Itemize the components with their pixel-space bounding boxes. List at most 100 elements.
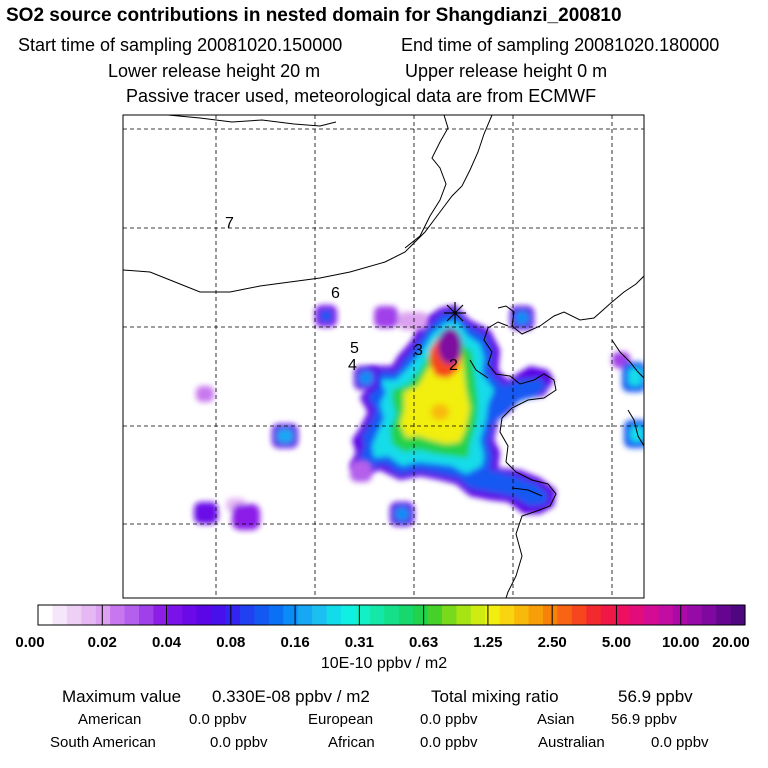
- colorbar-swatch: [81, 605, 97, 625]
- coast-korea-south: [627, 409, 644, 447]
- american-label: American: [78, 711, 142, 728]
- border-north: [123, 115, 493, 293]
- colorbar-unit-label: 10E-10 ppbv / m2: [321, 655, 447, 672]
- point-label-2: 2: [449, 357, 458, 374]
- colorbar-ticks: 0.00 0.02 0.04 0.08 0.16 0.31 0.63 1.25 2.50 5.00…: [15, 634, 749, 651]
- colorbar-swatch: [470, 605, 486, 625]
- map-background: [123, 115, 644, 598]
- max-value-label: Maximum value: [62, 687, 182, 706]
- african-value: 0.0 ppbv: [420, 734, 478, 751]
- colorbar-swatch: [124, 605, 140, 625]
- point-label-7: 7: [225, 215, 234, 232]
- border-mongolia: [404, 115, 449, 249]
- blob-west-2: [398, 312, 428, 330]
- colorbar-tick-label: 0.08: [216, 634, 245, 651]
- colorbar-swatch: [225, 605, 241, 625]
- colorbar-swatch: [240, 605, 256, 625]
- asian-label: Asian: [537, 711, 575, 728]
- blob-far-east-2-core: [628, 368, 642, 386]
- colorbar-swatch: [182, 605, 198, 625]
- point-labels: 7 6 5 4 3 2: [225, 215, 458, 374]
- river-yellow: [511, 487, 543, 497]
- colorbar-swatch: [167, 605, 183, 625]
- map-grid: [123, 115, 644, 598]
- colorbar-swatch: [355, 605, 371, 625]
- colorbar-swatch: [658, 605, 674, 625]
- african-label: African: [328, 734, 375, 751]
- colorbar-swatch: [644, 605, 660, 625]
- receptor-marker: [444, 302, 466, 324]
- colorbar-swatch: [398, 605, 414, 625]
- colorbar-swatch: [384, 605, 400, 625]
- colorbar-swatch: [413, 605, 429, 625]
- colorbar-frame: [37, 604, 746, 626]
- colorbar-swatch: [153, 605, 169, 625]
- upper-release-label: Upper release height 0 m: [405, 61, 608, 81]
- colorbar-swatch: [139, 605, 155, 625]
- south-american-value: 0.0 ppbv: [210, 734, 268, 751]
- south-american-label: South American: [50, 734, 156, 751]
- colorbar-swatch: [66, 605, 82, 625]
- colorbar-swatch: [268, 605, 284, 625]
- colorbar-swatch: [543, 605, 559, 625]
- point-label-4: 4: [348, 357, 357, 374]
- american-value: 0.0 ppbv: [189, 711, 247, 728]
- blob-far-west-2: [194, 502, 218, 524]
- blob-south-2-core: [395, 507, 409, 521]
- map-frame: [122, 114, 645, 599]
- isolated-blobs: [194, 305, 644, 530]
- colorbar-swatch: [283, 605, 299, 625]
- colorbar-tick-label: 0.16: [280, 634, 309, 651]
- coastlines: [123, 115, 644, 598]
- lower-release-label: Lower release height 20 m: [108, 61, 321, 81]
- plume-layer: [194, 305, 644, 530]
- colorbar-swatch: [95, 605, 111, 625]
- colorbar-tick-label: 0.31: [345, 634, 374, 651]
- colorbar: [37, 605, 746, 625]
- coast-liaodong: [497, 275, 644, 335]
- colorbar-tick-label: 10.00: [662, 634, 700, 651]
- blob-far-west-4: [232, 504, 260, 530]
- european-label: European: [308, 711, 374, 728]
- colorbar-tick-label: 5.00: [602, 634, 631, 651]
- colorbar-tick-label: 0.63: [409, 634, 438, 651]
- point-label-3: 3: [414, 342, 423, 359]
- max-value: 0.330E-08 ppbv / m2: [212, 687, 370, 706]
- european-value: 0.0 ppbv: [420, 711, 478, 728]
- blob-far-west-1: [196, 386, 214, 402]
- colorbar-swatch: [687, 605, 703, 625]
- colorbar-swatch: [369, 605, 385, 625]
- colorbar-tick-label: 0.04: [152, 634, 182, 651]
- coast-bohai: [483, 321, 557, 598]
- colorbar-swatch: [557, 605, 573, 625]
- colorbar-swatch: [716, 605, 732, 625]
- colorbar-swatch: [341, 605, 357, 625]
- australian-label: Australian: [538, 734, 605, 751]
- coast-inner: [469, 359, 489, 379]
- colorbar-swatch: [211, 605, 227, 625]
- chart-title: SO2 source contributions in nested domai…: [6, 5, 622, 26]
- plume-hotspot: [431, 404, 449, 420]
- colorbar-tick-label: 2.50: [538, 634, 567, 651]
- colorbar-swatch: [499, 605, 515, 625]
- border-northwest: [167, 115, 337, 127]
- colorbar-swatch: [485, 605, 501, 625]
- colorbar-tick-label: 1.25: [473, 634, 502, 651]
- blob-site-6-core: [320, 310, 332, 322]
- colorbar-swatch: [442, 605, 458, 625]
- colorbar-tick-label: 0.00: [15, 634, 44, 651]
- colorbar-swatch: [312, 605, 328, 625]
- point-label-6: 6: [331, 285, 340, 302]
- colorbar-swatch: [110, 605, 126, 625]
- colorbar-swatch: [528, 605, 544, 625]
- colorbar-swatch: [297, 605, 313, 625]
- plume-core: [438, 328, 462, 364]
- colorbar-swatch: [730, 605, 746, 625]
- blob-south-1: [350, 460, 372, 482]
- colorbar-tick-label: 0.02: [88, 634, 117, 651]
- colorbar-swatch: [571, 605, 587, 625]
- asian-value: 56.9 ppbv: [611, 711, 677, 728]
- coast-korea: [611, 339, 644, 379]
- blob-west-1: [374, 306, 398, 328]
